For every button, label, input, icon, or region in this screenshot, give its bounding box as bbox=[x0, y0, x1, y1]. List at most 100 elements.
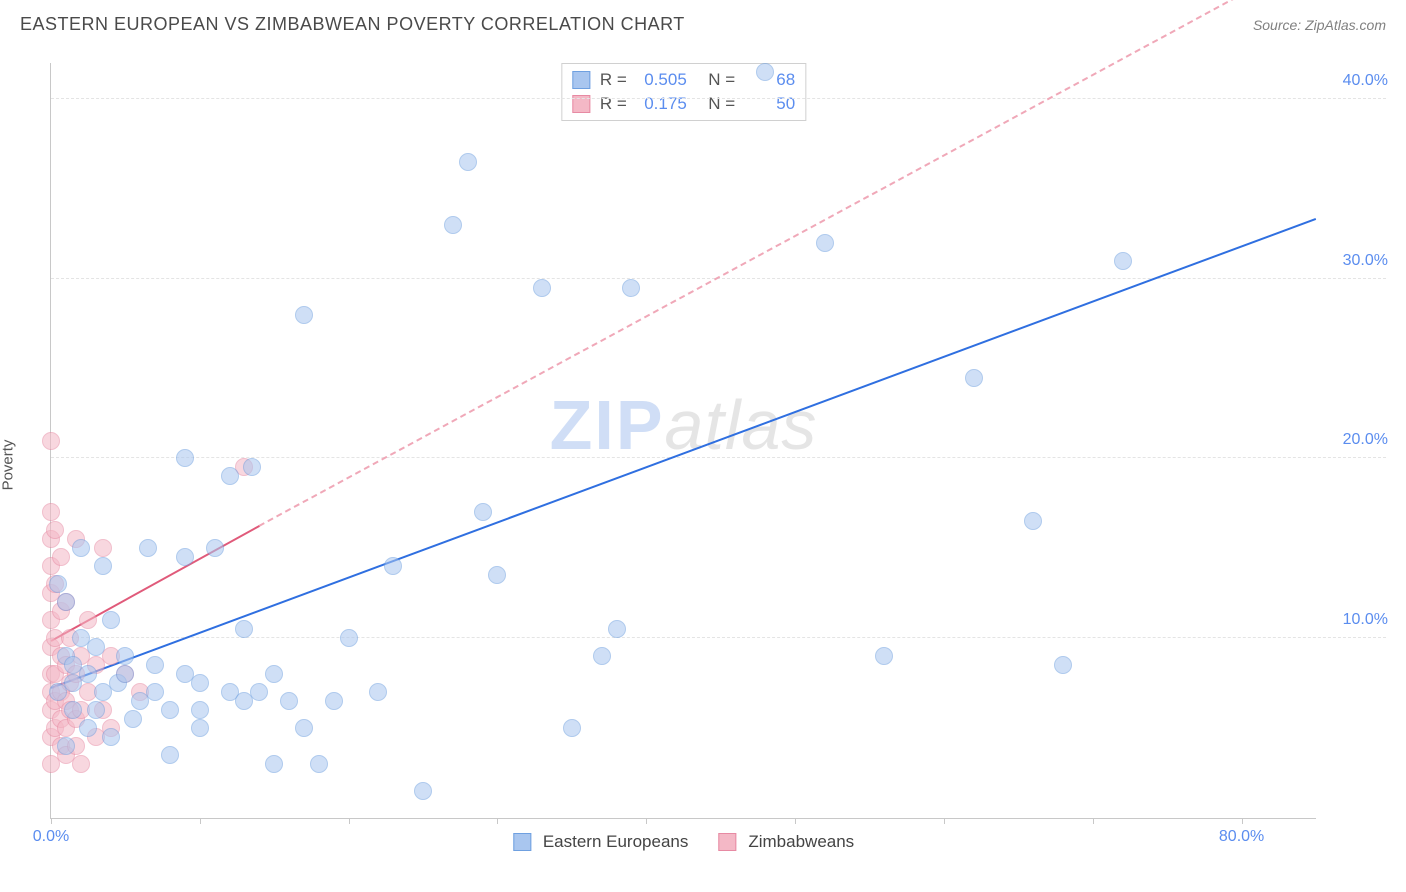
scatter-point bbox=[563, 719, 581, 737]
gridline-h bbox=[51, 637, 1386, 638]
scatter-point bbox=[87, 638, 105, 656]
scatter-point bbox=[94, 557, 112, 575]
scatter-point bbox=[1054, 656, 1072, 674]
y-tick-label: 20.0% bbox=[1343, 431, 1388, 449]
scatter-point bbox=[384, 557, 402, 575]
scatter-point bbox=[146, 683, 164, 701]
y-axis-label: Poverty bbox=[0, 440, 17, 491]
scatter-point bbox=[57, 737, 75, 755]
scatter-point bbox=[488, 566, 506, 584]
scatter-point bbox=[243, 458, 261, 476]
scatter-point bbox=[325, 692, 343, 710]
scatter-point bbox=[94, 539, 112, 557]
scatter-point bbox=[265, 755, 283, 773]
x-tick-mark bbox=[51, 818, 52, 824]
x-tick-label: 80.0% bbox=[1219, 828, 1264, 846]
scatter-point bbox=[79, 719, 97, 737]
scatter-point bbox=[191, 701, 209, 719]
scatter-point bbox=[176, 449, 194, 467]
trend-line bbox=[51, 217, 1317, 688]
scatter-point bbox=[875, 647, 893, 665]
scatter-point bbox=[79, 665, 97, 683]
y-tick-label: 30.0% bbox=[1343, 252, 1388, 270]
scatter-point bbox=[295, 719, 313, 737]
scatter-point bbox=[235, 620, 253, 638]
x-tick-mark bbox=[200, 818, 201, 824]
scatter-point bbox=[608, 620, 626, 638]
plot-area: ZIPatlas R = 0.505 N = 68 R = 0.175 N = … bbox=[50, 63, 1316, 819]
x-tick-mark bbox=[795, 818, 796, 824]
scatter-point bbox=[116, 665, 134, 683]
swatch-eastern bbox=[572, 71, 590, 89]
scatter-point bbox=[444, 216, 462, 234]
chart-title: EASTERN EUROPEAN VS ZIMBABWEAN POVERTY C… bbox=[20, 14, 685, 35]
scatter-point bbox=[72, 755, 90, 773]
y-tick-label: 10.0% bbox=[1343, 611, 1388, 629]
legend-label-eastern: Eastern Europeans bbox=[543, 832, 689, 852]
x-tick-mark bbox=[1242, 818, 1243, 824]
scatter-point bbox=[369, 683, 387, 701]
x-tick-mark bbox=[646, 818, 647, 824]
chart-container: Poverty ZIPatlas R = 0.505 N = 68 R = 0.… bbox=[0, 45, 1406, 885]
scatter-point bbox=[64, 701, 82, 719]
scatter-point bbox=[49, 575, 67, 593]
scatter-point bbox=[310, 755, 328, 773]
scatter-point bbox=[139, 539, 157, 557]
scatter-point bbox=[1114, 252, 1132, 270]
scatter-point bbox=[965, 369, 983, 387]
x-tick-mark bbox=[944, 818, 945, 824]
legend-item-eastern: Eastern Europeans bbox=[513, 832, 689, 852]
scatter-point bbox=[250, 683, 268, 701]
stat-r-label: R = bbox=[600, 70, 627, 90]
y-tick-label: 40.0% bbox=[1343, 72, 1388, 90]
scatter-point bbox=[161, 701, 179, 719]
x-tick-mark bbox=[1093, 818, 1094, 824]
scatter-point bbox=[79, 611, 97, 629]
scatter-point bbox=[46, 521, 64, 539]
scatter-point bbox=[42, 432, 60, 450]
legend-item-zimbab: Zimbabweans bbox=[718, 832, 854, 852]
legend-swatch-eastern bbox=[513, 833, 531, 851]
stat-n-label: N = bbox=[708, 70, 735, 90]
x-tick-mark bbox=[497, 818, 498, 824]
header-bar: EASTERN EUROPEAN VS ZIMBABWEAN POVERTY C… bbox=[0, 0, 1406, 45]
stat-r-eastern: 0.505 bbox=[633, 70, 687, 90]
scatter-point bbox=[102, 728, 120, 746]
scatter-point bbox=[533, 279, 551, 297]
bottom-legend: Eastern Europeans Zimbabweans bbox=[513, 832, 854, 852]
scatter-point bbox=[72, 539, 90, 557]
scatter-point bbox=[474, 503, 492, 521]
x-tick-mark bbox=[349, 818, 350, 824]
scatter-point bbox=[340, 629, 358, 647]
scatter-point bbox=[816, 234, 834, 252]
scatter-point bbox=[756, 63, 774, 81]
scatter-point bbox=[221, 467, 239, 485]
scatter-point bbox=[102, 611, 120, 629]
x-tick-label: 0.0% bbox=[33, 828, 69, 846]
scatter-point bbox=[206, 539, 224, 557]
gridline-h bbox=[51, 98, 1386, 99]
scatter-point bbox=[87, 701, 105, 719]
scatter-point bbox=[280, 692, 298, 710]
scatter-point bbox=[124, 710, 142, 728]
scatter-point bbox=[116, 647, 134, 665]
watermark-zip: ZIP bbox=[550, 386, 665, 464]
legend-swatch-zimbab bbox=[718, 833, 736, 851]
stats-row-zimbab: R = 0.175 N = 50 bbox=[572, 92, 795, 116]
scatter-point bbox=[1024, 512, 1042, 530]
scatter-point bbox=[622, 279, 640, 297]
scatter-point bbox=[161, 746, 179, 764]
source-attribution: Source: ZipAtlas.com bbox=[1253, 17, 1386, 33]
scatter-point bbox=[176, 548, 194, 566]
scatter-point bbox=[42, 503, 60, 521]
scatter-point bbox=[414, 782, 432, 800]
scatter-point bbox=[52, 548, 70, 566]
scatter-point bbox=[459, 153, 477, 171]
scatter-point bbox=[191, 719, 209, 737]
scatter-point bbox=[265, 665, 283, 683]
scatter-point bbox=[146, 656, 164, 674]
legend-label-zimbab: Zimbabweans bbox=[748, 832, 854, 852]
scatter-point bbox=[191, 674, 209, 692]
scatter-point bbox=[295, 306, 313, 324]
scatter-point bbox=[593, 647, 611, 665]
